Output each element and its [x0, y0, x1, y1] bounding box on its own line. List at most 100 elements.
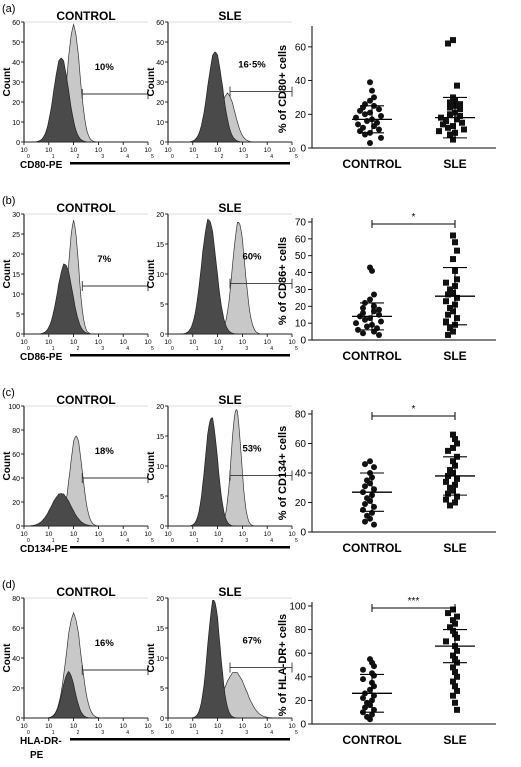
x-tick-label: 10 — [45, 723, 53, 730]
group-sle: SLE — [435, 232, 475, 363]
x-tick-label: 10 — [164, 147, 172, 154]
data-point — [452, 620, 458, 627]
data-point — [454, 247, 460, 254]
y-tick-label: 0 — [300, 720, 306, 731]
data-point — [367, 458, 373, 465]
x-tick-label: 10 — [120, 531, 128, 538]
group-control: CONTROL — [342, 264, 402, 363]
x-tick-label: 10 — [288, 723, 296, 730]
data-point — [436, 128, 442, 135]
x-tick-label: 10 — [189, 147, 197, 154]
y-axis-label: Count — [2, 67, 13, 97]
x-tick-label: 10 — [239, 531, 247, 538]
data-point — [443, 279, 449, 286]
y-tick-label: 20 — [156, 596, 164, 603]
histogram-title: SLE — [218, 201, 241, 215]
x-tick-exponent: 0 — [171, 730, 174, 736]
y-tick-label: 40 — [295, 76, 307, 87]
x-tick-label: 10 — [144, 723, 152, 730]
x-tick-label: 10 — [20, 339, 28, 346]
histogram-control: CONTROL020406080Count16%1001011021031041… — [2, 585, 154, 736]
data-point — [364, 323, 370, 330]
x-tick-label: 10 — [144, 531, 152, 538]
x-tick-label: 10 — [120, 147, 128, 154]
data-point — [360, 304, 366, 311]
x-tick-exponent: 3 — [245, 154, 248, 160]
x-tick-exponent: 1 — [196, 730, 199, 736]
y-tick-label: 0 — [16, 716, 20, 723]
histogram-control: CONTROL020406080100Count18%1001011021031… — [2, 393, 154, 544]
data-point — [362, 316, 368, 323]
data-point — [454, 116, 460, 123]
data-point — [443, 298, 449, 305]
histogram-control: CONTROL051015202530Count7%10010110210310… — [2, 201, 154, 352]
y-tick-label: 20 — [12, 686, 20, 693]
data-point — [445, 291, 451, 298]
light-histogram-peak — [24, 611, 148, 719]
x-tick-label: 10 — [264, 531, 272, 538]
data-point — [371, 521, 377, 528]
dark-histogram-peak — [168, 600, 292, 719]
x-tick-label: 10 — [144, 339, 152, 346]
x-axis-label: CD80-PE — [20, 160, 63, 171]
y-tick-label: 40 — [12, 60, 20, 67]
y-tick-label: 50 — [295, 251, 307, 262]
y-tick-label: 80 — [295, 625, 307, 636]
data-point — [450, 289, 456, 296]
data-point — [447, 304, 453, 311]
gate-percent: 16·5% — [238, 60, 266, 71]
light-histogram-peak — [168, 408, 292, 527]
x-axis-label: CD86-PE — [20, 352, 63, 363]
data-point — [445, 490, 451, 497]
y-tick-label: 60 — [12, 20, 20, 27]
x-tick-label: 10 — [120, 723, 128, 730]
data-point — [447, 131, 453, 138]
group-sle: SLE — [435, 606, 475, 747]
y-tick-label: 0 — [300, 528, 306, 539]
data-point — [369, 267, 375, 274]
y-axis-label: Count — [146, 259, 157, 289]
x-tick-exponent: 3 — [101, 538, 104, 544]
y-axis-label: Count — [2, 451, 13, 481]
dark-histogram-peak — [24, 263, 148, 335]
data-point — [443, 318, 449, 325]
histogram-title: SLE — [218, 9, 241, 23]
histogram-sle: SLE0102030405060Count16·5%10010110210310… — [146, 9, 298, 160]
data-point — [378, 112, 384, 119]
data-point — [461, 126, 467, 133]
data-point — [454, 475, 460, 482]
data-point — [450, 328, 456, 335]
data-point — [443, 638, 449, 645]
data-point — [367, 716, 373, 723]
y-axis-label: % of CD134+ cells — [277, 426, 289, 520]
data-point — [371, 291, 377, 298]
data-point — [376, 106, 382, 113]
panel-c: (c) CONTROL020406080100Count18%1001011021… — [2, 387, 496, 555]
x-tick-exponent: 0 — [27, 154, 30, 160]
x-tick-exponent: 3 — [245, 346, 248, 352]
data-point — [371, 464, 377, 471]
group-control: CONTROL — [342, 656, 402, 747]
data-point — [445, 40, 451, 47]
x-tick-exponent: 0 — [171, 538, 174, 544]
x-tick-exponent: 3 — [101, 154, 104, 160]
x-tick-label: 10 — [95, 147, 103, 154]
y-axis-label: Count — [146, 643, 157, 673]
data-point — [450, 232, 456, 239]
x-tick-label: 10 — [70, 723, 78, 730]
data-point — [445, 447, 451, 454]
x-tick-label: 10 — [45, 147, 53, 154]
y-axis-label: Count — [146, 451, 157, 481]
gate-percent: 53% — [242, 444, 262, 455]
data-point — [454, 706, 460, 713]
group-label: SLE — [443, 733, 466, 747]
data-point — [457, 112, 463, 119]
y-tick-label: 15 — [12, 272, 20, 279]
data-point — [362, 483, 368, 490]
x-tick-label: 10 — [214, 531, 222, 538]
x-tick-label: 10 — [214, 147, 222, 154]
histogram-title: CONTROL — [56, 9, 115, 23]
x-tick-exponent: 5 — [295, 730, 298, 736]
data-point — [367, 97, 373, 104]
